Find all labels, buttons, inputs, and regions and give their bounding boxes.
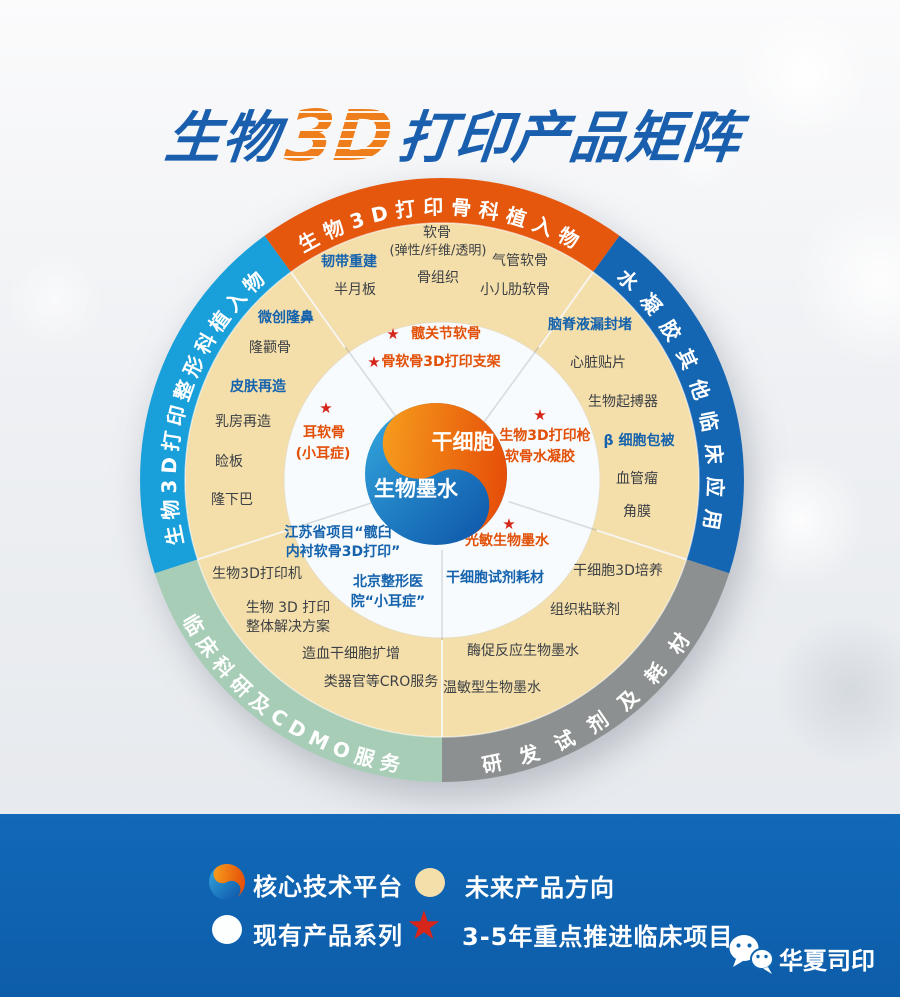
item-label: 干细胞3D培养 (573, 563, 663, 579)
title-text-left: 生物 (162, 106, 283, 171)
arc-reagent (442, 559, 730, 782)
future-items-ortho: 韧带重建 软骨 (弹性/纤维/透明) 气管软骨 半月板 骨组织 小儿肋软骨 (321, 225, 550, 298)
page-title: 生物 3D 打印产品矩阵 (162, 92, 745, 177)
item-label: 温敏型生物墨水 (443, 680, 541, 696)
item-label: 隆颧骨 (249, 340, 291, 356)
item-label: 组织粘联剂 (550, 602, 620, 618)
item-label: β 细胞包被 (604, 432, 676, 449)
taiji-core: 干细胞 生物墨水 (365, 403, 507, 545)
title-3d-highlight: 3D (281, 95, 397, 177)
legend-future-dot (415, 868, 445, 897)
item-label: 造血干细胞扩增 (302, 646, 400, 662)
future-items-cdmo: 生物3D打印机 生物 3D 打印 整体解决方案 造血干细胞扩增 类器官等CRO服… (212, 565, 438, 690)
star-icon: ★ (386, 325, 399, 343)
title-text-right: 打印产品矩阵 (394, 106, 744, 171)
legend-label-future: 未来产品方向 (465, 874, 615, 902)
item-label: 骨组织 (417, 270, 459, 286)
star-icon: ★ (502, 515, 515, 533)
legend-label-current: 现有产品系列 (253, 922, 403, 950)
core-label-bio-ink: 生物墨水 (374, 477, 459, 501)
item-label: 酶促反应生物墨水 (467, 642, 579, 659)
watermark-text: 华夏司印 (779, 947, 875, 975)
wechat-icon (729, 935, 774, 974)
star-icon: ★ (367, 353, 380, 371)
future-items-reagent: 干细胞3D培养 组织粘联剂 酶促反应生物墨水 温敏型生物墨水 (443, 563, 663, 696)
item-label: 角膜 (623, 504, 651, 520)
item-label: 整体解决方案 (246, 618, 330, 635)
project-label: 院“小耳症” (351, 593, 425, 610)
item-label: 半月板 (334, 282, 376, 298)
item-label: 生物 3D 打印 (246, 599, 331, 616)
taiji-orange-half (382, 403, 507, 536)
star-icon: ★ (319, 399, 332, 417)
item-label: 微创隆鼻 (257, 309, 314, 326)
item-label: 心脏贴片 (570, 355, 626, 371)
legend-label-core: 核心技术平台 (253, 873, 403, 901)
star-icon: ★ (533, 406, 546, 424)
legend-core-icon (209, 864, 245, 900)
key-item-label: 光敏生物墨水 (464, 532, 550, 549)
item-label: 软骨 (423, 225, 451, 241)
item-label: 睑板 (215, 454, 243, 470)
item-label: 脑脊液漏封堵 (548, 316, 632, 333)
key-item-label: 髋关节软骨 (411, 325, 481, 342)
legend-star-icon: ★ (406, 903, 442, 949)
project-label: 干细胞试剂耗材 (446, 569, 544, 586)
key-item-label: (小耳症) (296, 445, 351, 462)
project-label: 江苏省项目“髋臼 (284, 524, 391, 541)
core-label-stem-cells: 干细胞 (432, 430, 495, 454)
item-label: 皮肤再造 (229, 378, 286, 395)
item-label: 气管软骨 (492, 253, 548, 269)
legend-footer (0, 814, 900, 997)
project-label: 内衬软骨3D打印” (286, 543, 401, 560)
arc-plastic (140, 235, 291, 574)
item-label: 生物3D打印机 (212, 565, 302, 582)
arc-ortho (264, 178, 620, 273)
future-items-hydrogel: 脑脊液漏封堵 心脏贴片 生物起搏器 β 细胞包被 血管瘤 角膜 (548, 316, 675, 520)
key-item-label: 软骨水凝胶 (505, 448, 575, 465)
item-label: 韧带重建 (321, 253, 377, 270)
item-label: 隆下巴 (211, 492, 253, 508)
legend-label-key-projects: 3-5年重点推进临床项目 (462, 923, 734, 951)
item-label: 乳房再造 (215, 414, 271, 430)
item-label: 血管瘤 (616, 470, 658, 487)
key-item-label: 骨软骨3D打印支架 (381, 353, 500, 370)
future-items-plastic: 微创隆鼻 隆颧骨 皮肤再造 乳房再造 睑板 隆下巴 (211, 309, 314, 508)
arc-hydrogel (593, 235, 744, 574)
legend-current-dot (212, 915, 242, 944)
key-item-label: 生物3D打印枪 (499, 427, 590, 444)
item-label: 生物起搏器 (588, 393, 658, 410)
sector-dividers-cream (197, 271, 687, 737)
item-label: 类器官等CRO服务 (324, 673, 439, 690)
product-matrix-wheel: 生物3D打印骨科植入物 生物3D打印整形科植入物 水凝胶其他临床应用 临床科研及… (140, 178, 744, 782)
outer-category-band (140, 178, 744, 782)
project-label: 北京整形医 (353, 573, 423, 590)
item-label: (弹性/纤维/透明) (390, 244, 487, 259)
current-items: ★ 髋关节软骨 ★ 骨软骨3D打印支架 ★ 耳软骨 (小耳症) ★ 生物3D打印… (284, 325, 590, 610)
arc-cdmo (154, 559, 443, 782)
key-item-label: 耳软骨 (303, 424, 345, 441)
item-label: 小儿肋软骨 (480, 282, 550, 298)
